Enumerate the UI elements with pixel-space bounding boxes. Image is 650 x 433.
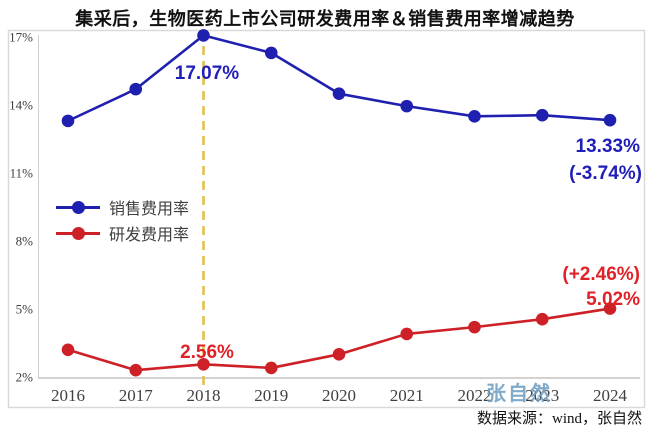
series-line-研发费用率 (66, 307, 612, 372)
data-point-研发费用率-2020 (332, 348, 346, 361)
series-line-销售费用率 (66, 34, 612, 123)
x-tick-label: 2024 (593, 386, 628, 405)
data-point-销售费用率-2020 (332, 87, 346, 100)
x-tick-label: 2016 (51, 386, 85, 405)
data-point-销售费用率-2022 (468, 110, 481, 123)
annotation-17.07%: 17.07% (175, 63, 240, 84)
annotation-(+2.46%): (+2.46%) (562, 264, 640, 285)
data-point-销售费用率-2019 (264, 46, 278, 60)
y-tick-label: 17% (9, 30, 33, 45)
data-point-研发费用率-2023 (535, 312, 549, 326)
data-point-研发费用率-2024 (603, 302, 617, 315)
x-tick-label: 2021 (390, 386, 424, 405)
y-tick-label: 2% (16, 370, 34, 385)
legend-item-研发费用率: 研发费用率 (56, 220, 189, 246)
x-tick-label: 2018 (187, 386, 221, 405)
data-point-销售费用率-2017 (129, 82, 143, 96)
data-point-研发费用率-2021 (400, 327, 414, 341)
data-source: 数据来源：wind，张自然 (476, 411, 642, 427)
x-tick-label: 2023 (525, 386, 559, 405)
annotation-13.33%: 13.33% (576, 136, 641, 157)
data-point-研发费用率-2022 (468, 320, 481, 334)
x-tick-label: 2020 (322, 386, 356, 405)
data-point-销售费用率-2023 (535, 108, 549, 122)
legend-label: 销售费用率 (109, 201, 190, 218)
annotation-5.02%: 5.02% (586, 289, 640, 310)
legend-marker-icon (56, 226, 100, 240)
legend-item-销售费用率: 销售费用率 (56, 194, 189, 220)
legend-marker-icon (56, 200, 100, 214)
data-point-研发费用率-2018 (197, 358, 210, 371)
data-point-销售费用率-2024 (603, 113, 617, 127)
data-point-销售费用率-2021 (400, 99, 414, 113)
data-point-销售费用率-2018 (197, 29, 210, 42)
y-tick-label: 11% (10, 166, 34, 181)
data-point-研发费用率-2019 (264, 361, 278, 375)
data-point-研发费用率-2016 (61, 343, 75, 357)
data-point-销售费用率-2016 (61, 114, 75, 128)
data-point-研发费用率-2017 (129, 363, 143, 377)
x-tick-label: 2022 (458, 386, 492, 405)
y-tick-label: 8% (16, 234, 34, 249)
y-tick-label: 5% (16, 302, 34, 317)
chart-title: 集采后，生物医药上市公司研发费用率＆销售费用率增减趋势 (75, 9, 575, 29)
y-tick-label: 14% (9, 98, 33, 113)
legend-label: 研发费用率 (109, 227, 190, 244)
chart-border (7, 29, 646, 409)
watermark: 张自然 (486, 383, 552, 405)
x-tick-label: 2019 (254, 386, 288, 405)
x-tick-label: 2017 (119, 386, 154, 405)
legend: 销售费用率研发费用率 (56, 194, 189, 246)
annotation-2.56%: 2.56% (180, 342, 234, 363)
annotation-(-3.74%): (-3.74%) (569, 163, 642, 184)
